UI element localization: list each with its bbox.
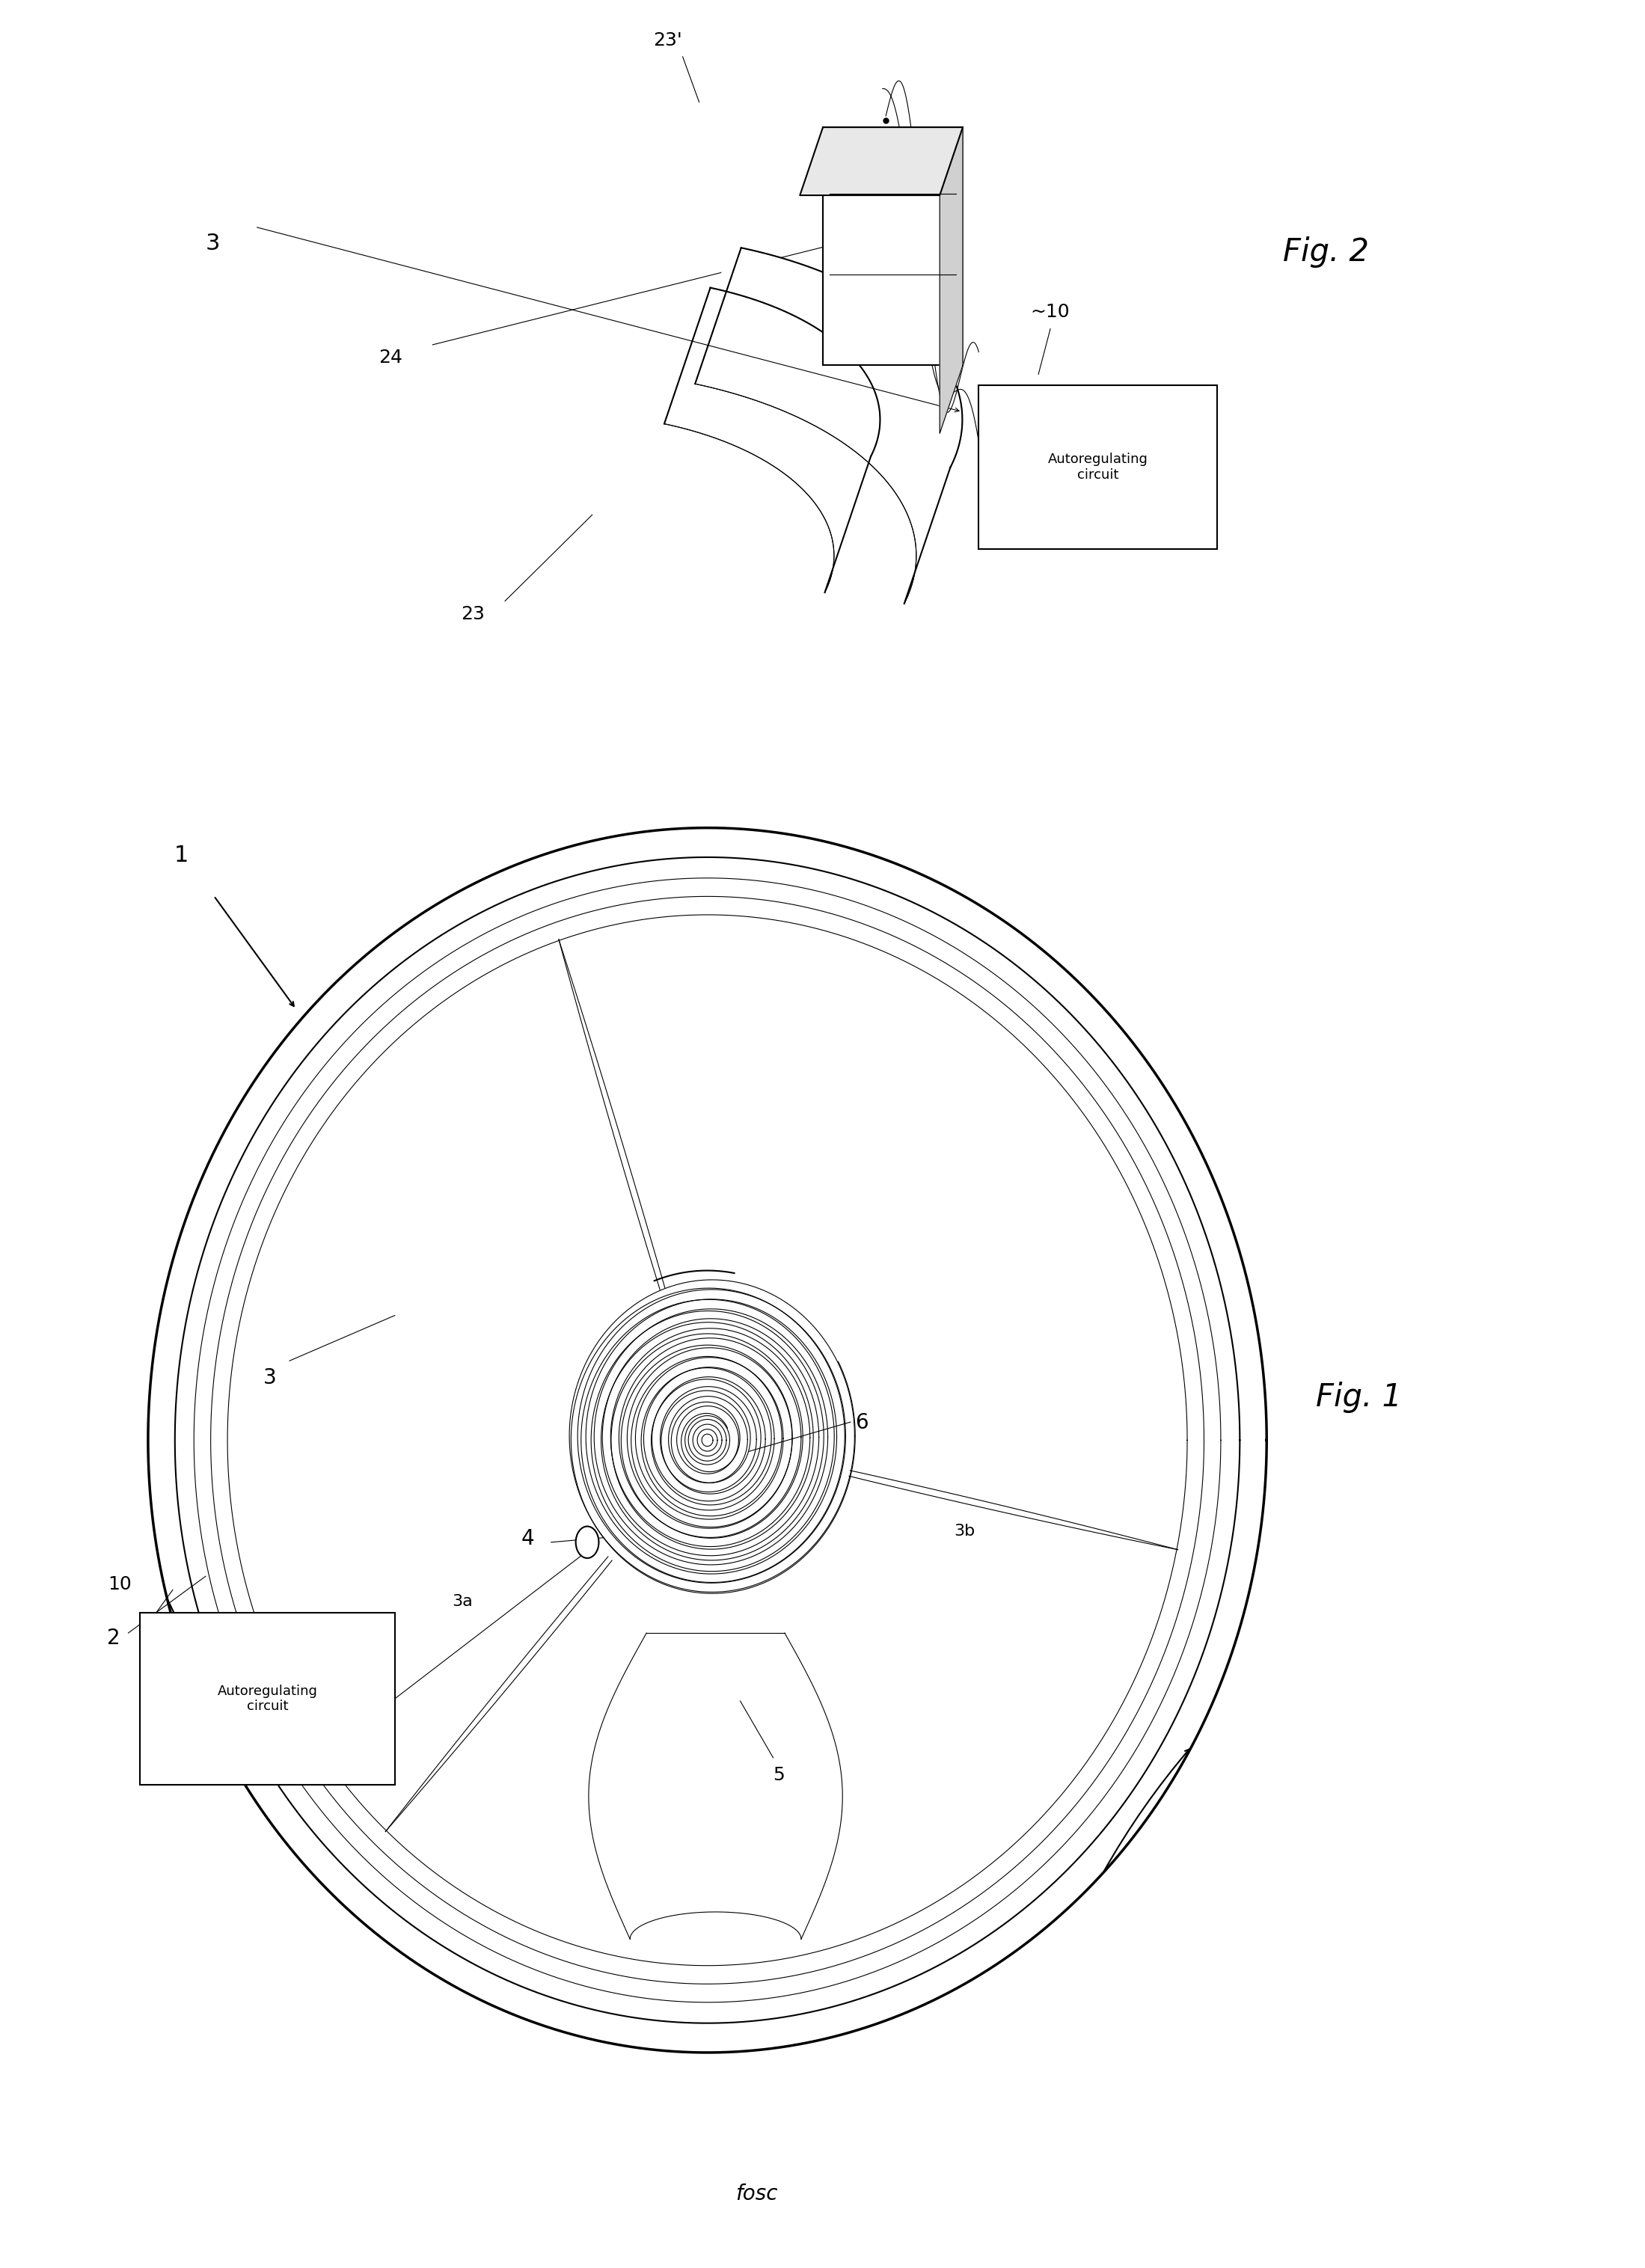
Polygon shape — [824, 456, 951, 603]
Text: 1: 1 — [174, 844, 188, 866]
Circle shape — [576, 1526, 599, 1558]
Text: 4: 4 — [521, 1529, 535, 1549]
Text: 24: 24 — [378, 349, 403, 367]
Polygon shape — [696, 247, 962, 603]
Text: 6: 6 — [855, 1413, 869, 1433]
Text: 23': 23' — [653, 32, 683, 50]
Text: 3a: 3a — [452, 1594, 474, 1608]
Text: 3: 3 — [263, 1368, 276, 1388]
Text: Fig. 1: Fig. 1 — [1316, 1381, 1402, 1413]
Text: Fig. 2: Fig. 2 — [1283, 236, 1369, 268]
Text: 10: 10 — [109, 1576, 132, 1594]
Text: 3: 3 — [206, 231, 220, 254]
Text: 3b: 3b — [954, 1524, 975, 1538]
Polygon shape — [939, 127, 962, 433]
Bar — [822, 127, 962, 365]
Text: 23: 23 — [461, 606, 484, 624]
Text: ~10: ~10 — [1031, 304, 1069, 322]
Text: fosc: fosc — [735, 2184, 778, 2204]
Polygon shape — [799, 127, 962, 195]
Text: Autoregulating
circuit: Autoregulating circuit — [217, 1685, 317, 1712]
Text: 5: 5 — [773, 1767, 785, 1785]
Polygon shape — [665, 288, 880, 592]
Bar — [140, 1613, 395, 1785]
Text: Autoregulating
circuit: Autoregulating circuit — [1048, 454, 1148, 481]
Text: 2: 2 — [107, 1628, 120, 1649]
Bar — [979, 386, 1217, 549]
Polygon shape — [665, 247, 742, 424]
